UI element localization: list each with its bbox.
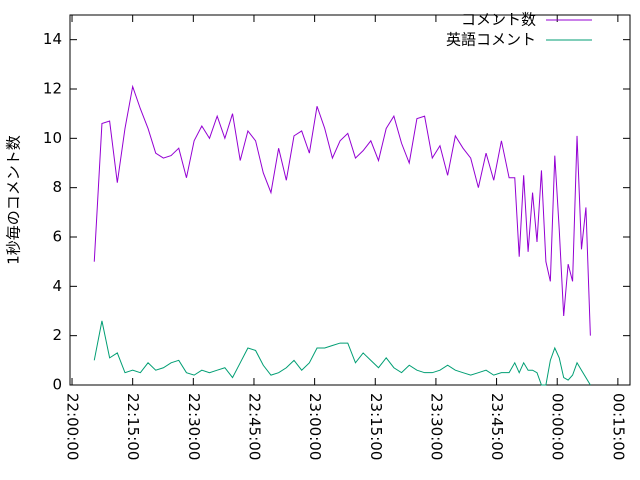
legend-label: 英語コメント [446, 31, 536, 49]
y-tick-label: 0 [52, 376, 62, 394]
y-tick-label: 8 [52, 178, 62, 196]
y-tick-label: 4 [52, 277, 62, 295]
x-tick-label: 00:15:00 [609, 393, 627, 460]
y-tick-label: 10 [43, 129, 62, 147]
plot-frame [69, 14, 631, 386]
x-tick-label: 22:15:00 [124, 393, 142, 460]
series-line [93, 84, 591, 336]
y-tick-label: 14 [43, 30, 62, 48]
x-tick-label: 22:30:00 [185, 393, 203, 460]
y-tick-label: 12 [43, 80, 62, 98]
y-tick-label: 6 [52, 228, 62, 246]
y-axis-label: 1秒毎のコメント数 [5, 135, 23, 265]
x-tick-label: 00:00:00 [549, 393, 567, 460]
x-tick-label: 22:00:00 [64, 393, 82, 460]
x-tick-label: 23:15:00 [367, 393, 385, 460]
x-tick-label: 22:45:00 [245, 393, 263, 460]
series-line [93, 320, 591, 386]
x-tick-label: 23:00:00 [306, 393, 324, 460]
x-tick-label: 23:45:00 [488, 393, 506, 460]
legend-label: コメント数 [461, 11, 536, 29]
y-tick-label: 2 [52, 326, 62, 344]
x-tick-label: 23:30:00 [427, 393, 445, 460]
